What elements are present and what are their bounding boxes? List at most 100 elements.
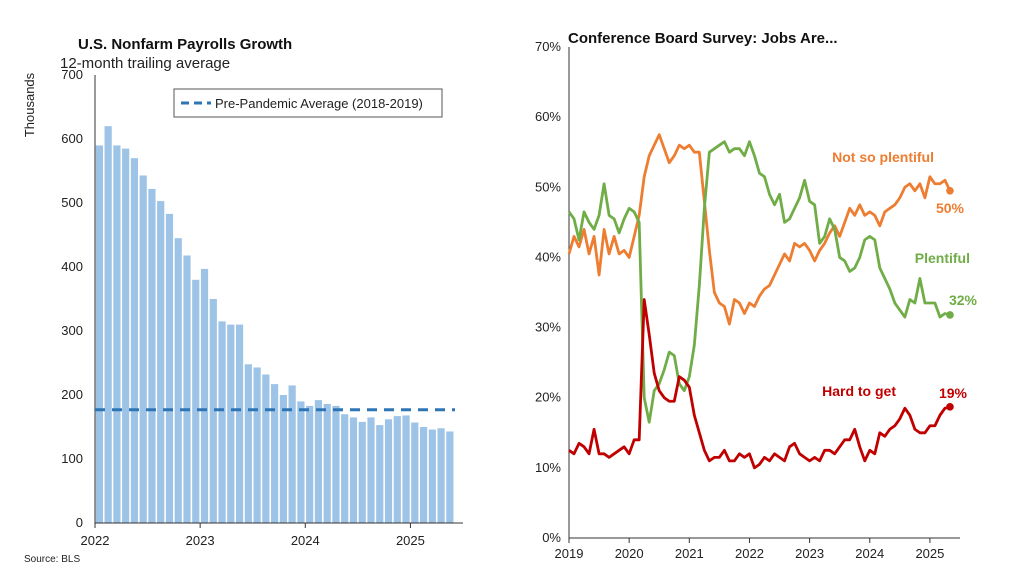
right-axes: [568, 47, 960, 539]
left-x-ticks: 2022 2023 2024 2025: [81, 523, 425, 548]
right-y-tick-label: 10%: [535, 460, 561, 475]
payroll-bar: [358, 421, 366, 523]
left-x-tick-label: 2025: [396, 533, 425, 548]
legend-box: [173, 88, 443, 118]
series-name-label-hard-to-get: Hard to get: [822, 383, 896, 399]
payroll-bar: [174, 238, 182, 523]
left-chart-subtitle: 12-month trailing average: [60, 55, 230, 72]
payroll-bar: [235, 324, 244, 523]
legend: Pre-Pandemic Average (2018-2019): [173, 88, 443, 118]
left-y-tick-label: 100: [61, 451, 83, 466]
left-x-tick-label: 2024: [291, 533, 320, 548]
payroll-bar: [262, 374, 270, 523]
left-x-tick-label: 2022: [81, 533, 110, 548]
right-y-ticks: 0% 10% 20% 30% 40% 50% 60% 70%: [535, 39, 561, 545]
payroll-bar: [341, 414, 349, 523]
payroll-bar: [165, 213, 174, 523]
series-end-value-hard-to-get: 19%: [939, 385, 968, 401]
payroll-bar: [446, 431, 454, 523]
right-y-tick-label: 0%: [542, 530, 561, 545]
left-x-tick-label: 2023: [186, 533, 215, 548]
payroll-bar: [323, 403, 331, 523]
legend-label: Pre-Pandemic Average (2018-2019): [215, 96, 423, 111]
right-x-tick-label: 2025: [915, 546, 944, 561]
series-end-marker-hard-to-get: [946, 403, 954, 411]
payroll-bar: [157, 201, 165, 523]
left-y-tick-label: 200: [61, 387, 83, 402]
payrolls-chart: U.S. Nonfarm Payrolls Growth 12-month tr…: [22, 36, 463, 548]
right-series-lines: [567, 133, 954, 470]
payroll-bar: [113, 145, 121, 523]
series-name-label-plentiful: Plentiful: [915, 250, 970, 266]
payroll-bar: [200, 268, 209, 523]
series-end-marker-not-so-plentiful: [946, 186, 954, 195]
payroll-bar: [411, 422, 419, 523]
payroll-bar: [271, 384, 279, 523]
payroll-bar: [306, 405, 314, 523]
series-line-not-so-plentiful: [567, 133, 952, 326]
left-y-tick-label: 300: [61, 323, 83, 338]
left-y-tick-label: 400: [61, 259, 83, 274]
payroll-bar: [218, 321, 226, 523]
payroll-bar: [393, 416, 401, 523]
series-line-plentiful: [567, 140, 951, 424]
right-y-tick-label: 20%: [535, 390, 561, 405]
right-series-labels: Not so plentiful 50% Plentiful 32% Hard to g…: [822, 149, 977, 401]
right-x-tick-label: 2021: [675, 546, 704, 561]
series-name-label-not-so-plentiful: Not so plentiful: [832, 149, 934, 165]
payroll-bar: [428, 429, 436, 523]
left-bars: [95, 126, 454, 524]
right-y-tick-label: 30%: [535, 320, 561, 335]
payroll-bar: [402, 415, 410, 523]
right-x-tick-label: 2024: [855, 546, 884, 561]
right-chart-title: Conference Board Survey: Jobs Are...: [568, 30, 838, 47]
payroll-bar: [148, 188, 156, 524]
right-y-tick-label: 40%: [535, 249, 561, 264]
payroll-bar: [192, 279, 200, 523]
payroll-bar: [332, 405, 340, 523]
payroll-bar: [183, 255, 191, 524]
left-y-tick-label: 0: [76, 515, 83, 530]
payroll-bar: [279, 395, 287, 523]
payroll-bar: [104, 126, 112, 523]
right-y-tick-label: 50%: [535, 179, 561, 194]
right-x-tick-label: 2022: [735, 546, 764, 561]
payroll-bar: [130, 158, 139, 523]
left-y-tick-label: 600: [61, 131, 83, 146]
series-line-hard-to-get: [568, 298, 951, 470]
series-end-value-plentiful: 32%: [949, 292, 978, 308]
right-x-tick-label: 2020: [615, 546, 644, 561]
left-y-axis-label: Thousands: [22, 72, 37, 137]
left-y-ticks: 0 100 200 300 400 500 600 700: [61, 67, 83, 530]
payroll-bar: [376, 425, 384, 523]
payroll-bar: [209, 299, 217, 523]
payroll-bar: [95, 145, 103, 523]
payroll-bar: [288, 385, 296, 523]
payroll-bar: [349, 417, 358, 523]
right-y-tick-label: 60%: [535, 109, 561, 124]
payroll-bar: [122, 148, 130, 523]
payroll-bar: [139, 175, 147, 524]
right-x-ticks: 2019 2020 2021 2022 2023 2024 2025: [555, 538, 944, 561]
payroll-bar: [384, 419, 393, 523]
source-note: Source: BLS: [24, 554, 80, 565]
payroll-bar: [314, 400, 323, 523]
payroll-bar: [419, 427, 428, 523]
payroll-bar: [437, 428, 445, 523]
conference-board-chart: Conference Board Survey: Jobs Are... 0% 1…: [535, 30, 978, 561]
payroll-bar: [227, 324, 235, 523]
payroll-bar: [297, 401, 305, 523]
series-end-marker-plentiful: [946, 311, 954, 319]
right-y-tick-label: 70%: [535, 39, 561, 54]
left-axes: [94, 75, 463, 524]
payroll-bar: [367, 417, 375, 523]
left-y-tick-label: 500: [61, 195, 83, 210]
series-end-value-not-so-plentiful: 50%: [936, 200, 965, 216]
payroll-bar: [244, 364, 252, 523]
right-x-tick-label: 2019: [555, 546, 584, 561]
left-y-tick-label: 700: [61, 67, 83, 82]
right-x-tick-label: 2023: [795, 546, 824, 561]
payroll-bar: [253, 367, 261, 523]
left-chart-title: U.S. Nonfarm Payrolls Growth: [78, 36, 292, 53]
